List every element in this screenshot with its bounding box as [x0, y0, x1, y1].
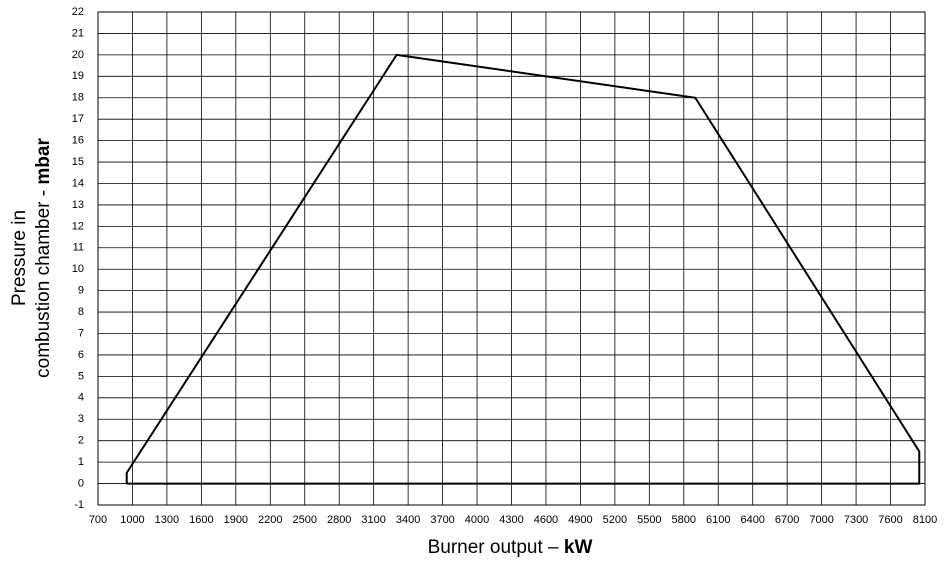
y-tick-label: 13 [72, 199, 84, 211]
plot-frame [97, 11, 926, 506]
y-tick-label: 5 [78, 370, 84, 382]
x-tick-label: 700 [89, 514, 107, 526]
x-tick-label: 3700 [430, 514, 454, 526]
y-tick-label: 1 [78, 456, 84, 468]
y-tick-label: 19 [72, 70, 84, 82]
x-tick-label: 5800 [672, 514, 696, 526]
x-tick-label: 7600 [878, 514, 902, 526]
x-tick-label: 5500 [637, 514, 661, 526]
x-tick-label: 3100 [361, 514, 385, 526]
x-axis-label: Burner output – kW [428, 537, 593, 558]
y-tick-label: 7 [78, 327, 84, 339]
y-tick-label: 4 [78, 392, 84, 404]
y-tick-label: 9 [78, 285, 84, 297]
x-tick-label: 5200 [603, 514, 627, 526]
x-tick-label: 2800 [327, 514, 351, 526]
x-tick-label: 2500 [293, 514, 317, 526]
y-tick-label: 14 [72, 177, 84, 189]
x-tick-label: 4900 [568, 514, 592, 526]
y-tick-label: -1 [74, 499, 84, 511]
data-line [125, 53, 921, 485]
y-tick-label: 2 [78, 435, 84, 447]
x-tick-label: 6100 [706, 514, 730, 526]
x-label-unit: kW [564, 537, 593, 558]
x-tick-label: 6700 [775, 514, 799, 526]
x-tick-label: 4600 [534, 514, 558, 526]
y-tick-label: 3 [78, 413, 84, 425]
y-tick-label: 6 [78, 349, 84, 361]
y-label-text: combustion chamber - [33, 185, 54, 378]
x-tick-label: 1000 [120, 514, 144, 526]
x-tick-label: 4000 [465, 514, 489, 526]
y-tick-label: 22 [72, 6, 84, 18]
y-tick-label: 0 [78, 477, 84, 489]
y-tick-label: 16 [72, 135, 84, 147]
x-tick-label: 8100 [913, 514, 937, 526]
y-tick-label: 17 [72, 113, 84, 125]
y-tick-label: 18 [72, 92, 84, 104]
x-label-text: Burner output – [428, 537, 564, 558]
y-tick-label: 20 [72, 49, 84, 61]
x-tick-label: 4300 [499, 514, 523, 526]
x-tick-label: 3400 [396, 514, 420, 526]
y-label-unit: mbar [33, 138, 54, 185]
x-tick-label: 1900 [224, 514, 248, 526]
y-tick-label: 21 [72, 27, 84, 39]
y-tick-label: 8 [78, 306, 84, 318]
y-tick-label: 12 [72, 220, 84, 232]
y-tick-label: 15 [72, 156, 84, 168]
y-axis-label: Pressure in combustion chamber - mbar [9, 138, 54, 378]
x-tick-label: 7000 [809, 514, 833, 526]
x-tick-label: 6400 [740, 514, 764, 526]
y-tick-label: 10 [72, 263, 84, 275]
y-label-line2: combustion chamber - mbar [33, 138, 54, 378]
x-tick-label: 1300 [155, 514, 179, 526]
x-tick-label: 7300 [844, 514, 868, 526]
y-tick-label: 11 [73, 242, 84, 254]
x-tick-label: 1600 [189, 514, 213, 526]
x-tick-label: 2200 [258, 514, 282, 526]
y-label-line1: Pressure in [9, 210, 30, 306]
